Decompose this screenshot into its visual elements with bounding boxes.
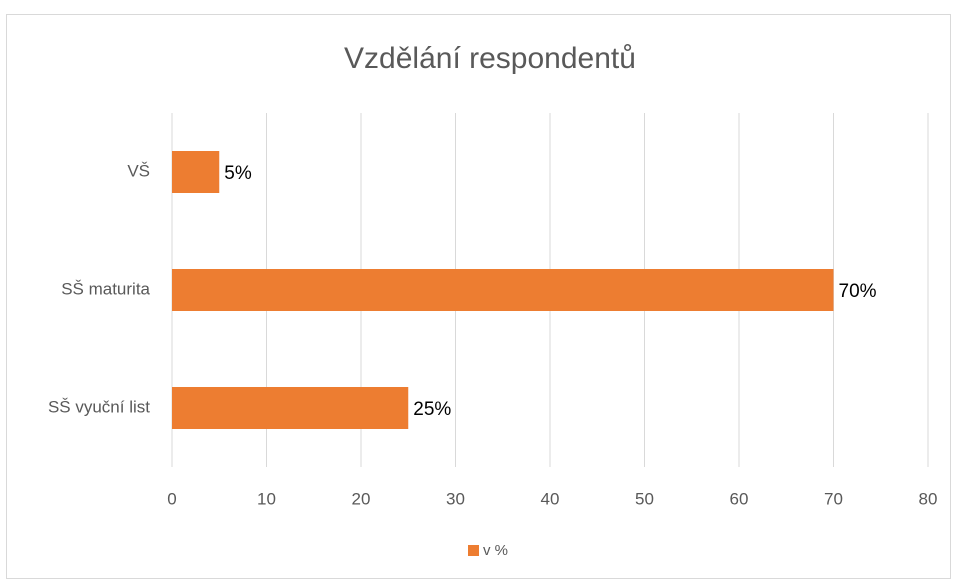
x-tick-label: 40	[541, 489, 560, 508]
data-label: 5%	[224, 163, 252, 184]
bar	[172, 151, 220, 193]
y-tick-label: SŠ maturita	[61, 279, 150, 298]
x-tick-label: 0	[167, 489, 176, 508]
x-tick-label: 30	[446, 489, 465, 508]
x-tick-label: 20	[352, 489, 371, 508]
legend-label: v %	[483, 542, 508, 559]
chart-title: Vzdělání respondentů	[344, 42, 636, 75]
data-label: 70%	[839, 281, 877, 302]
x-tick-label: 10	[257, 489, 276, 508]
bar	[172, 387, 409, 429]
x-tick-label: 50	[635, 489, 654, 508]
x-tick-label: 60	[730, 489, 749, 508]
bar	[172, 269, 834, 311]
y-tick-label: VŠ	[127, 161, 150, 180]
legend-swatch	[468, 545, 479, 556]
x-tick-label: 70	[824, 489, 843, 508]
y-tick-label: SŠ vyuční list	[48, 397, 150, 416]
x-tick-label: 80	[919, 489, 938, 508]
data-label: 25%	[413, 399, 451, 420]
